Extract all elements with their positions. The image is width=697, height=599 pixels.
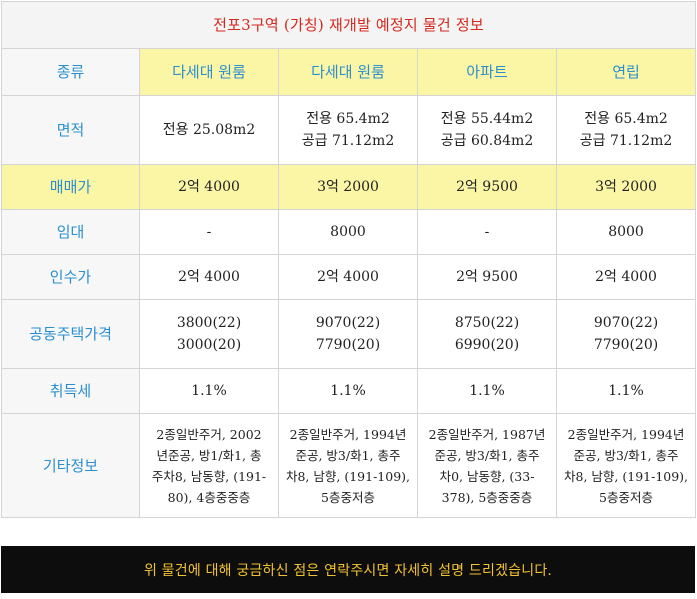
public-price-line-2: 3000(20): [176, 337, 242, 353]
etc-line: 378), 5층중중층: [441, 489, 533, 505]
etc-line: 5층중저층: [321, 489, 375, 505]
tax-cell: 1.1%: [278, 368, 418, 414]
public-price-cell: 9070(22) 7790(20): [555, 299, 697, 369]
area-line-2: 공급 71.12m2: [579, 133, 673, 149]
etc-cell: 2종일반주거, 1987년 준공, 방3/화1, 총주 차0, 남동향, (33…: [417, 413, 557, 518]
label-price: 매매가: [1, 164, 140, 210]
etc-line: 년준공, 방1/화1, 총: [156, 447, 262, 463]
etc-line: 2종일반주거, 2002: [156, 426, 262, 442]
lease-cell: -: [139, 209, 279, 255]
row-type: 종류 다세대 원룸 다세대 원룸 아파트 연립: [1, 48, 697, 96]
label-lease: 임대: [1, 209, 140, 255]
etc-line: 준공, 방3/화1, 총주: [573, 447, 679, 463]
footer-notice-bar: 위 물건에 대해 궁금하신 점은 연락주시면 자세히 설명 드리겠습니다.: [1, 546, 695, 593]
etc-line: 준공, 방3/화1, 총주: [434, 447, 540, 463]
row-price: 매매가 2억 4000 3억 2000 2억 9500 3억 2000: [1, 164, 697, 210]
lease-cell: -: [417, 209, 557, 255]
area-line-2: 공급 71.12m2: [301, 133, 395, 149]
public-price-line-1: 3800(22): [176, 315, 242, 331]
price-cell: 2억 9500: [417, 164, 557, 210]
area-cell: 전용 65.4m2 공급 71.12m2: [278, 95, 418, 165]
area-line-1: 전용 25.08m2: [162, 122, 256, 138]
row-public-price: 공동주택가격 3800(22) 3000(20) 9070(22) 7790(2…: [1, 299, 697, 369]
etc-cell: 2종일반주거, 2002 년준공, 방1/화1, 총 주차8, 남동향, (19…: [139, 413, 279, 518]
etc-line: 5층중저층: [599, 489, 653, 505]
acquisition-cell: 2억 4000: [139, 254, 279, 300]
acquisition-cell: 2억 4000: [278, 254, 418, 300]
public-price-line-2: 7790(20): [315, 337, 381, 353]
public-price-cell: 3800(22) 3000(20): [139, 299, 279, 369]
etc-cell: 2종일반주거, 1994년 준공, 방3/화1, 총주 차8, 남향, (191…: [278, 413, 418, 518]
tax-cell: 1.1%: [139, 368, 279, 414]
type-cell: 연립: [555, 48, 697, 96]
etc-line: 차8, 남향, (191-109),: [285, 468, 410, 484]
public-price-line-2: 6990(20): [454, 337, 520, 353]
lease-cell: 8000: [555, 209, 697, 255]
area-cell: 전용 65.4m2 공급 71.12m2: [555, 95, 697, 165]
label-area: 면적: [1, 95, 140, 165]
area-line-1: 전용 65.4m2: [306, 111, 390, 127]
title-row: 전포3구역 (가칭) 재개발 예정지 물건 정보: [0, 1, 697, 49]
public-price-line-1: 9070(22): [315, 315, 381, 331]
price-cell: 3억 2000: [555, 164, 697, 210]
row-lease: 임대 - 8000 - 8000: [1, 209, 697, 255]
public-price-cell: 8750(22) 6990(20): [417, 299, 557, 369]
etc-line: 차8, 남향, (191-109),: [564, 468, 689, 484]
public-price-line-2: 7790(20): [593, 337, 659, 353]
row-etc: 기타정보 2종일반주거, 2002 년준공, 방1/화1, 총 주차8, 남동향…: [1, 413, 697, 518]
row-acquisition: 인수가 2억 4000 2억 4000 2억 9500 2억 4000: [1, 254, 697, 300]
area-line-1: 전용 55.44m2: [440, 111, 534, 127]
type-cell: 다세대 원룸: [278, 48, 418, 96]
area-cell: 전용 25.08m2: [139, 95, 279, 165]
etc-line: 2종일반주거, 1987년: [428, 426, 546, 442]
label-tax: 취득세: [1, 368, 140, 414]
etc-line: 2종일반주거, 1994년: [289, 426, 407, 442]
price-cell: 3억 2000: [278, 164, 418, 210]
row-area: 면적 전용 25.08m2 전용 65.4m2 공급 71.12m2 전용 55…: [1, 95, 697, 165]
area-line-1: 전용 65.4m2: [584, 111, 668, 127]
label-acquisition: 인수가: [1, 254, 140, 300]
property-info-table: 전포3구역 (가칭) 재개발 예정지 물건 정보 종류 다세대 원룸 다세대 원…: [0, 1, 697, 518]
etc-line: 80), 4층중중층: [167, 489, 251, 505]
acquisition-cell: 2억 4000: [555, 254, 697, 300]
acquisition-cell: 2억 9500: [417, 254, 557, 300]
lease-cell: 8000: [278, 209, 418, 255]
etc-line: 차0, 남동향, (33-: [439, 468, 535, 484]
type-cell: 다세대 원룸: [139, 48, 279, 96]
etc-cell: 2종일반주거, 1994년 준공, 방3/화1, 총주 차8, 남향, (191…: [555, 413, 697, 518]
row-tax: 취득세 1.1% 1.1% 1.1% 1.1%: [1, 368, 697, 414]
price-cell: 2억 4000: [139, 164, 279, 210]
public-price-line-1: 8750(22): [454, 315, 520, 331]
label-etc: 기타정보: [1, 413, 140, 518]
type-cell: 아파트: [417, 48, 557, 96]
label-public-price: 공동주택가격: [1, 299, 140, 369]
area-cell: 전용 55.44m2 공급 60.84m2: [417, 95, 557, 165]
table-title: 전포3구역 (가칭) 재개발 예정지 물건 정보: [0, 1, 697, 49]
footer-notice-text: 위 물건에 대해 궁금하신 점은 연락주시면 자세히 설명 드리겠습니다.: [143, 562, 553, 579]
etc-line: 준공, 방3/화1, 총주: [295, 447, 401, 463]
etc-line: 주차8, 남동향, (191-: [151, 468, 267, 484]
area-line-2: 공급 60.84m2: [440, 133, 534, 149]
etc-line: 2종일반주거, 1994년: [567, 426, 685, 442]
label-type: 종류: [1, 48, 140, 96]
tax-cell: 1.1%: [555, 368, 697, 414]
tax-cell: 1.1%: [417, 368, 557, 414]
public-price-line-1: 9070(22): [593, 315, 659, 331]
public-price-cell: 9070(22) 7790(20): [278, 299, 418, 369]
